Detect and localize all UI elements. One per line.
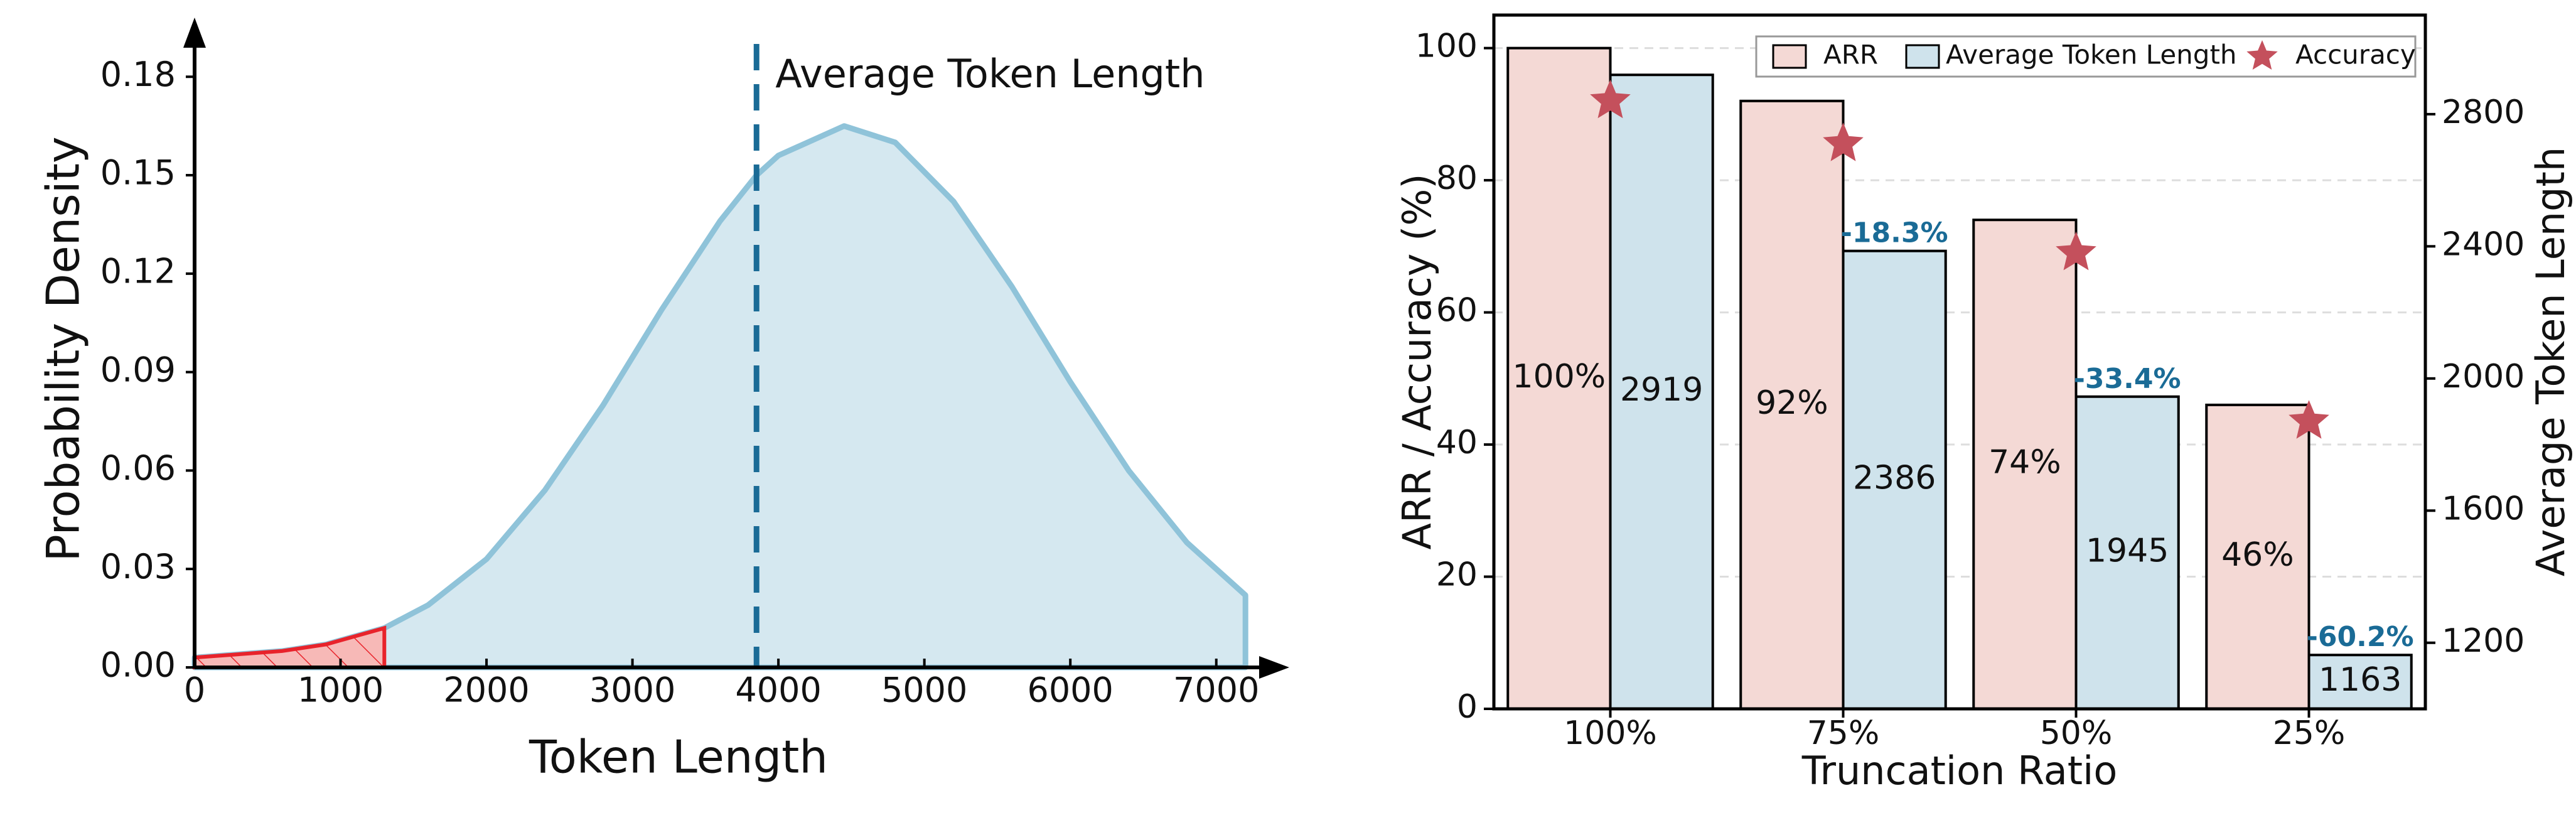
y-tick-label: 60 — [1436, 292, 1478, 330]
x-tick-label: 50% — [2040, 714, 2113, 752]
y-axis-label: Probability Density — [37, 136, 90, 561]
y-axis-label: ARR / Accuracy (%) — [1394, 174, 1440, 550]
star-marker — [1590, 79, 1631, 119]
bar — [1506, 46, 1612, 711]
value-label: 2386 — [1853, 459, 1936, 497]
x-tick-label: 4000 — [735, 671, 821, 710]
bar — [1972, 218, 2078, 710]
value-label: 100% — [1513, 358, 1606, 396]
x-tick-label: 1000 — [298, 671, 384, 710]
y2-tick-label: 1600 — [2442, 490, 2525, 527]
y2-tick-label: 2000 — [2442, 358, 2525, 396]
y2-tick-label: 2800 — [2442, 94, 2525, 131]
legend-swatch — [1905, 44, 1940, 69]
value-label: 2919 — [1620, 371, 1703, 409]
value-label: 1945 — [2086, 532, 2169, 569]
bar — [1842, 249, 1947, 710]
legend-marker — [2246, 40, 2278, 70]
x-tick-label: 5000 — [881, 671, 967, 710]
x-tick-label: 3000 — [589, 671, 675, 710]
y-tick-label: 0.15 — [100, 153, 176, 193]
value-label: 1163 — [2319, 661, 2402, 699]
y-tick-label: 0 — [1457, 688, 1478, 726]
x-axis-label: Token Length — [529, 731, 828, 784]
bar — [1739, 99, 1845, 711]
x-tick-label: 25% — [2273, 714, 2346, 752]
density-area — [191, 123, 1248, 671]
value-label: 92% — [1756, 384, 1828, 422]
y-tick-label: 0.18 — [100, 55, 176, 94]
legend-box — [1755, 35, 2417, 78]
y2-tick-label: 1200 — [2442, 622, 2525, 660]
plot-frame — [1492, 13, 2427, 711]
star-marker — [2056, 231, 2096, 271]
y-tick-label: 0.06 — [100, 448, 176, 488]
x-tick-label: 7000 — [1173, 671, 1259, 710]
y2-axis-label: Average Token Length — [2528, 147, 2573, 576]
value-label: 74% — [1988, 444, 2061, 482]
x-tick-label: 75% — [1807, 714, 1880, 752]
y-tick-label: 0.03 — [100, 547, 176, 586]
y-tick-label: 80 — [1436, 159, 1478, 197]
y-axis-arrow — [183, 18, 206, 48]
y-tick-label: 40 — [1436, 424, 1478, 461]
change-label: -60.2% — [2307, 621, 2414, 653]
y-tick-label: 0.00 — [100, 645, 176, 685]
star-marker — [1823, 122, 1864, 161]
change-label: -33.4% — [2074, 363, 2181, 395]
bar — [1609, 73, 1714, 710]
x-axis-label: Truncation Ratio — [1801, 748, 2118, 794]
legend-swatch — [1772, 44, 1807, 69]
value-label: 46% — [2221, 536, 2294, 574]
y-tick-label: 0.12 — [100, 251, 176, 291]
x-axis-arrow — [1259, 656, 1289, 679]
legend-label: Accuracy — [2295, 40, 2416, 70]
y-tick-label: 100 — [1415, 28, 1478, 65]
x-tick-label: 100% — [1564, 714, 1657, 752]
star-marker — [2289, 400, 2329, 439]
annotation: Average Token Length — [775, 51, 1205, 97]
y2-tick-label: 2400 — [2442, 225, 2525, 263]
y-tick-label: 0.09 — [100, 350, 176, 389]
bar — [2074, 395, 2180, 710]
legend-label: Average Token Length — [1946, 40, 2237, 70]
x-tick-label: 2000 — [443, 671, 529, 710]
x-tick-label: 6000 — [1027, 671, 1113, 710]
y-tick-label: 20 — [1436, 556, 1478, 594]
legend-label: ARR — [1823, 40, 1878, 70]
x-tick-label: 0 — [184, 671, 205, 710]
change-label: -18.3% — [1841, 217, 1948, 249]
